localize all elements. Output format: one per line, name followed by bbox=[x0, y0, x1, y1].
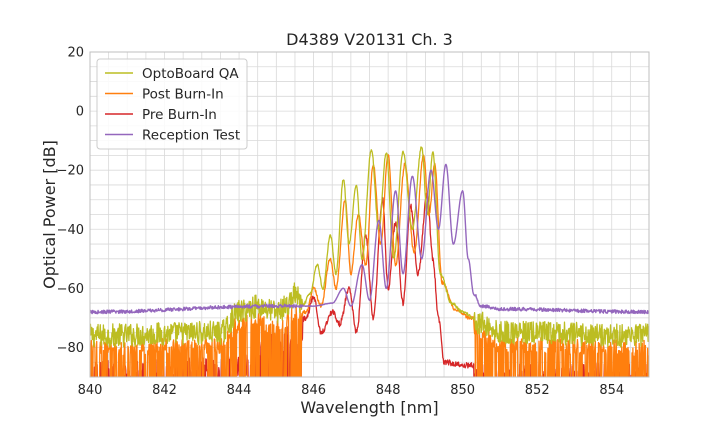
series-line-optoboard-qa bbox=[90, 146, 649, 348]
x-tick-label: 854 bbox=[599, 383, 624, 398]
x-tick-label: 840 bbox=[78, 383, 103, 398]
x-tick-label: 848 bbox=[376, 383, 401, 398]
y-tick-label: −40 bbox=[57, 223, 84, 238]
legend: OptoBoard QA Post Burn-In Pre Burn-In Recep… bbox=[96, 58, 248, 150]
y-axis-label: Optical Power [dB] bbox=[40, 140, 59, 289]
chart-title: D4389 V20131 Ch. 3 bbox=[286, 30, 453, 49]
x-tick-label: 842 bbox=[152, 383, 177, 398]
y-tick-label: 0 bbox=[76, 105, 84, 120]
x-tick-label: 850 bbox=[450, 383, 475, 398]
plot-frame bbox=[89, 51, 650, 378]
y-tick-label: −80 bbox=[57, 341, 84, 356]
x-tick-label: 852 bbox=[525, 383, 550, 398]
x-tick-label: 844 bbox=[227, 383, 252, 398]
legend-entry-label: Pre Burn-In bbox=[142, 107, 217, 123]
series-layer bbox=[90, 146, 649, 377]
y-tick-label: 20 bbox=[67, 46, 84, 61]
y-tick-label: −20 bbox=[57, 164, 84, 179]
legend-entry-label: OptoBoard QA bbox=[142, 66, 239, 82]
tick-labels: 840 842 844 846 848 850 852 854 20 0 −20 −40 −60 −80 bbox=[57, 46, 625, 399]
legend-entry-label: Reception Test bbox=[142, 128, 240, 144]
y-tick-label: −60 bbox=[57, 282, 84, 297]
legend-entry-label: Post Burn-In bbox=[142, 87, 224, 103]
x-axis-label: Wavelength [nm] bbox=[300, 398, 438, 417]
x-tick-label: 846 bbox=[301, 383, 326, 398]
series-line-reception-test bbox=[90, 163, 649, 315]
legend-box bbox=[96, 58, 248, 150]
